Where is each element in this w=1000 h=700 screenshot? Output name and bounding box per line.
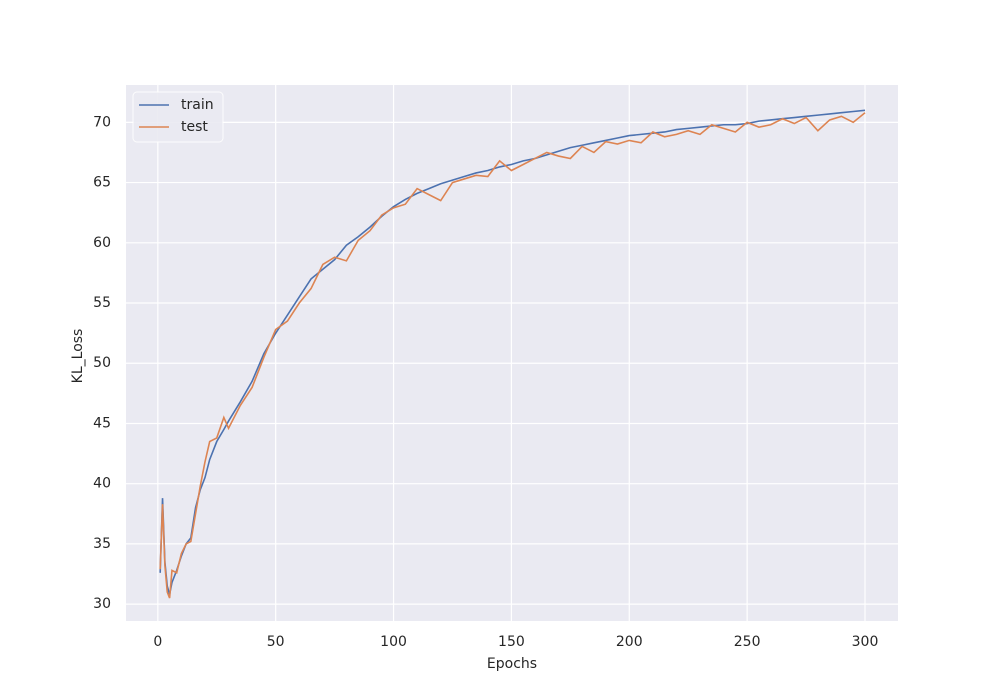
x-tick-label: 250 <box>734 634 761 650</box>
y-tick-label: 65 <box>93 175 111 191</box>
x-tick-label: 200 <box>616 634 643 650</box>
y-axis-label: KL_Loss <box>70 329 86 384</box>
x-tick-label: 0 <box>153 634 162 650</box>
x-tick-label: 100 <box>380 634 407 650</box>
line-series <box>159 112 866 599</box>
legend-label: train <box>181 97 214 113</box>
y-tick-label: 30 <box>93 596 111 612</box>
y-tick-label: 70 <box>93 114 111 130</box>
x-axis-label: Epochs <box>487 656 537 672</box>
y-tick-label: 55 <box>93 295 111 311</box>
y-tick-label: 60 <box>93 235 111 251</box>
y-tick-label: 45 <box>93 415 111 431</box>
x-tick-label: 50 <box>267 634 285 650</box>
y-tick-label: 50 <box>93 355 111 371</box>
x-tick-label: 150 <box>498 634 525 650</box>
line-series <box>159 109 866 595</box>
x-tick-label: 300 <box>852 634 879 650</box>
y-tick-label: 40 <box>93 476 111 492</box>
y-tick-label: 35 <box>93 536 111 552</box>
legend-label: test <box>181 119 208 135</box>
